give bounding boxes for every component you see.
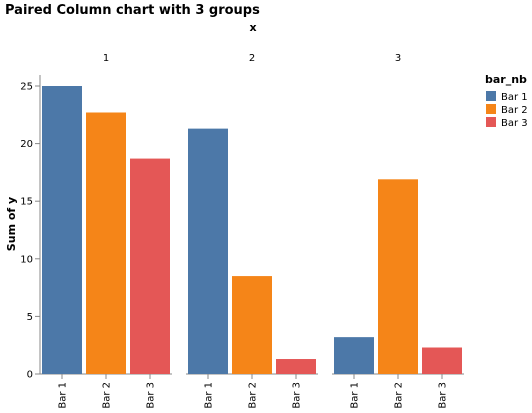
x-tick-label: Bar 1 (204, 382, 215, 409)
x-tick-label: Bar 3 (438, 382, 449, 409)
facet-label: 1 (103, 53, 109, 64)
y-axis-title: Sum of y (5, 197, 18, 251)
legend-label: Bar 3 (501, 118, 528, 129)
facet-field-title: x (249, 21, 256, 34)
x-tick-label: Bar 3 (146, 382, 157, 409)
x-tick-label: Bar 3 (292, 382, 303, 409)
facet-3: 3 Bar 1 Bar 2 Bar 3 (332, 53, 464, 409)
legend-swatch (486, 104, 496, 114)
facet-label: 3 (395, 53, 401, 64)
legend: bar_nb Bar 1 Bar 2 Bar 3 (485, 73, 528, 129)
bar (422, 347, 462, 374)
bar (276, 359, 316, 374)
y-tick-label: 20 (20, 139, 33, 150)
legend-label: Bar 1 (501, 92, 528, 103)
facet-2: 2 Bar 1 Bar 2 Bar 3 (186, 53, 318, 409)
x-tick-label: Bar 2 (248, 382, 259, 409)
bar (334, 337, 374, 374)
x-tick-label: Bar 2 (394, 382, 405, 409)
y-tick-label: 0 (27, 370, 33, 381)
bar (42, 86, 82, 374)
bar (232, 276, 272, 374)
x-tick-label: Bar 2 (102, 382, 113, 409)
x-tick-label: Bar 1 (58, 382, 69, 409)
facet-label: 2 (249, 53, 255, 64)
bar (86, 112, 126, 374)
y-tick-label: 5 (27, 312, 33, 323)
legend-swatch (486, 91, 496, 101)
x-tick-label: Bar 1 (350, 382, 361, 409)
bar (130, 158, 170, 374)
y-tick-label: 15 (20, 197, 33, 208)
legend-label: Bar 2 (501, 105, 528, 116)
facet-1: 1 Bar 1 Bar 2 Bar 3 (40, 53, 172, 409)
legend-title: bar_nb (485, 73, 527, 86)
bar (188, 128, 228, 374)
chart-title: Paired Column chart with 3 groups (5, 3, 260, 18)
y-axis: 0 5 10 15 20 25 (20, 75, 41, 381)
bar (378, 179, 418, 374)
legend-swatch (486, 117, 496, 127)
y-tick-label: 25 (20, 82, 33, 93)
facet-panels: 1 Bar 1 Bar 2 Bar 3 2 Bar 1 Bar 2 Bar 3 3 Bar 1 Ba… (40, 53, 464, 409)
y-tick-label: 10 (20, 254, 33, 265)
